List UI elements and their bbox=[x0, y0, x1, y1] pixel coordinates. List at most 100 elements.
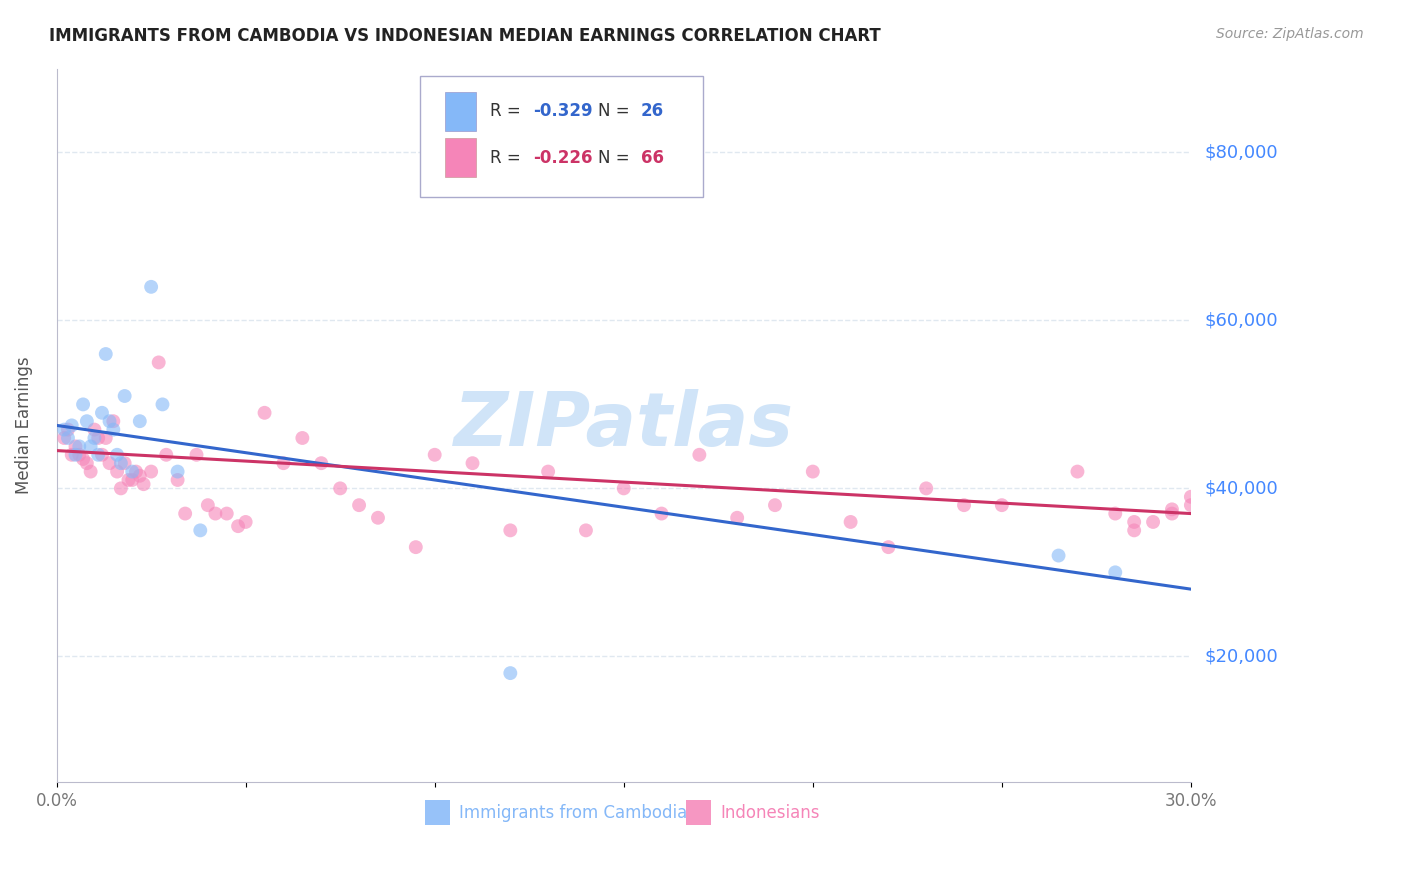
Point bbox=[128, 468, 150, 483]
Point bbox=[79, 465, 101, 479]
Point bbox=[311, 456, 333, 470]
Point bbox=[166, 473, 188, 487]
Point bbox=[423, 448, 446, 462]
Text: Immigrants from Cambodia: Immigrants from Cambodia bbox=[460, 804, 688, 822]
Text: ZIPatlas: ZIPatlas bbox=[454, 389, 794, 462]
Point bbox=[56, 431, 79, 445]
Point bbox=[1180, 490, 1202, 504]
Text: Source: ZipAtlas.com: Source: ZipAtlas.com bbox=[1216, 27, 1364, 41]
Point bbox=[1066, 465, 1088, 479]
Point bbox=[103, 423, 125, 437]
Point bbox=[499, 524, 522, 538]
Point bbox=[915, 482, 938, 496]
Point bbox=[72, 452, 94, 467]
Point bbox=[405, 540, 427, 554]
Point bbox=[87, 431, 110, 445]
Point bbox=[56, 423, 79, 437]
Point bbox=[1161, 507, 1184, 521]
Point bbox=[76, 456, 98, 470]
Point bbox=[139, 280, 162, 294]
Text: R =: R = bbox=[489, 149, 526, 167]
Text: N =: N = bbox=[598, 149, 634, 167]
Text: $20,000: $20,000 bbox=[1205, 648, 1278, 665]
Point bbox=[1047, 549, 1070, 563]
Point bbox=[110, 456, 132, 470]
Point bbox=[67, 439, 90, 453]
Point bbox=[537, 465, 560, 479]
Text: 26: 26 bbox=[641, 103, 664, 120]
Y-axis label: Median Earnings: Median Earnings bbox=[15, 357, 32, 494]
Point bbox=[347, 498, 370, 512]
Bar bbox=[425, 800, 450, 825]
Point bbox=[1161, 502, 1184, 516]
Point bbox=[688, 448, 710, 462]
Point bbox=[139, 465, 162, 479]
Point bbox=[725, 510, 748, 524]
Point bbox=[235, 515, 257, 529]
Text: $80,000: $80,000 bbox=[1205, 144, 1278, 161]
Point bbox=[877, 540, 900, 554]
Point bbox=[801, 465, 824, 479]
Point bbox=[763, 498, 786, 512]
Point bbox=[79, 439, 101, 453]
Point bbox=[1123, 515, 1146, 529]
Point bbox=[110, 482, 132, 496]
Point bbox=[155, 448, 177, 462]
Point bbox=[53, 423, 76, 437]
Point bbox=[114, 389, 136, 403]
Point bbox=[83, 423, 105, 437]
Text: 66: 66 bbox=[641, 149, 664, 167]
Point bbox=[105, 448, 128, 462]
Point bbox=[87, 448, 110, 462]
Point bbox=[166, 465, 188, 479]
Point bbox=[1104, 566, 1126, 580]
FancyBboxPatch shape bbox=[419, 76, 703, 197]
Point bbox=[65, 439, 87, 453]
Point bbox=[991, 498, 1014, 512]
Point bbox=[121, 465, 143, 479]
Point bbox=[174, 507, 197, 521]
Point bbox=[367, 510, 389, 524]
Point bbox=[91, 448, 114, 462]
Point bbox=[117, 473, 139, 487]
Point bbox=[461, 456, 484, 470]
Text: R =: R = bbox=[489, 103, 526, 120]
Point bbox=[188, 524, 211, 538]
Text: Indonesians: Indonesians bbox=[720, 804, 820, 822]
Point bbox=[60, 448, 83, 462]
Point bbox=[65, 448, 87, 462]
Bar bbox=[686, 800, 711, 825]
Text: N =: N = bbox=[598, 103, 634, 120]
Point bbox=[329, 482, 352, 496]
Point bbox=[83, 431, 105, 445]
Point bbox=[1180, 498, 1202, 512]
Point bbox=[204, 507, 226, 521]
Point bbox=[613, 482, 636, 496]
Point bbox=[1104, 507, 1126, 521]
Text: -0.226: -0.226 bbox=[533, 149, 592, 167]
Point bbox=[226, 519, 249, 533]
Point bbox=[53, 431, 76, 445]
Text: IMMIGRANTS FROM CAMBODIA VS INDONESIAN MEDIAN EARNINGS CORRELATION CHART: IMMIGRANTS FROM CAMBODIA VS INDONESIAN M… bbox=[49, 27, 882, 45]
Point bbox=[91, 406, 114, 420]
Text: $60,000: $60,000 bbox=[1205, 311, 1278, 329]
Text: -0.329: -0.329 bbox=[533, 103, 593, 120]
Point bbox=[651, 507, 673, 521]
Point bbox=[186, 448, 208, 462]
Point bbox=[839, 515, 862, 529]
Bar bbox=[444, 138, 477, 178]
Point bbox=[953, 498, 976, 512]
Point bbox=[291, 431, 314, 445]
Point bbox=[98, 456, 121, 470]
Point bbox=[1123, 524, 1146, 538]
Point bbox=[125, 465, 148, 479]
Point bbox=[76, 414, 98, 428]
Point bbox=[215, 507, 238, 521]
Point bbox=[121, 473, 143, 487]
Text: $40,000: $40,000 bbox=[1205, 479, 1278, 498]
Point bbox=[1142, 515, 1164, 529]
Point bbox=[72, 397, 94, 411]
Point bbox=[128, 414, 150, 428]
Point bbox=[60, 418, 83, 433]
Point bbox=[103, 414, 125, 428]
